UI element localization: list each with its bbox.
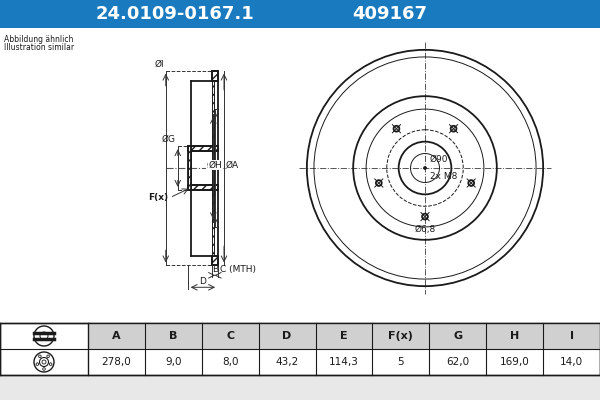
Text: 43,2: 43,2 bbox=[275, 357, 299, 367]
Text: Illustration similar: Illustration similar bbox=[4, 43, 74, 52]
Text: B: B bbox=[169, 331, 178, 341]
Text: F(x): F(x) bbox=[148, 193, 168, 202]
Text: A: A bbox=[112, 331, 121, 341]
Text: Ø6,8: Ø6,8 bbox=[415, 224, 436, 234]
Text: 114,3: 114,3 bbox=[329, 357, 359, 367]
Text: 409167: 409167 bbox=[353, 5, 427, 23]
Polygon shape bbox=[212, 71, 218, 80]
Text: H: H bbox=[510, 331, 519, 341]
Text: 14,0: 14,0 bbox=[560, 357, 583, 367]
Text: 24.0109-0167.1: 24.0109-0167.1 bbox=[95, 5, 254, 23]
Polygon shape bbox=[188, 146, 191, 190]
Text: D: D bbox=[283, 331, 292, 341]
Text: ØG: ØG bbox=[162, 135, 176, 144]
Polygon shape bbox=[212, 80, 214, 256]
Text: ØE: ØE bbox=[207, 160, 220, 170]
Bar bbox=[88, 323, 600, 349]
Polygon shape bbox=[188, 185, 218, 190]
Bar bbox=[0, 323, 600, 375]
Text: 169,0: 169,0 bbox=[500, 357, 530, 367]
Text: I: I bbox=[569, 331, 574, 341]
Circle shape bbox=[424, 166, 427, 170]
Text: B: B bbox=[212, 265, 218, 274]
Text: ØH: ØH bbox=[208, 160, 222, 170]
Text: Abbildung ähnlich: Abbildung ähnlich bbox=[4, 35, 73, 44]
Text: E: E bbox=[340, 331, 348, 341]
Text: 5: 5 bbox=[398, 357, 404, 367]
Text: 9,0: 9,0 bbox=[165, 357, 182, 367]
Text: D: D bbox=[199, 277, 206, 286]
Text: 62,0: 62,0 bbox=[446, 357, 469, 367]
Text: ØA: ØA bbox=[226, 160, 239, 170]
Bar bbox=[0, 28, 600, 323]
Polygon shape bbox=[212, 256, 218, 265]
Polygon shape bbox=[188, 146, 218, 151]
Text: 8,0: 8,0 bbox=[222, 357, 238, 367]
Text: C (MTH): C (MTH) bbox=[220, 265, 256, 274]
Text: C: C bbox=[226, 331, 234, 341]
Text: F(x): F(x) bbox=[388, 331, 413, 341]
Text: 278,0: 278,0 bbox=[101, 357, 131, 367]
Text: Ø90: Ø90 bbox=[430, 155, 449, 164]
Text: ØI: ØI bbox=[154, 60, 164, 69]
Text: G: G bbox=[453, 331, 463, 341]
Text: 2x M8: 2x M8 bbox=[430, 172, 457, 181]
Bar bbox=[0, 0, 600, 28]
